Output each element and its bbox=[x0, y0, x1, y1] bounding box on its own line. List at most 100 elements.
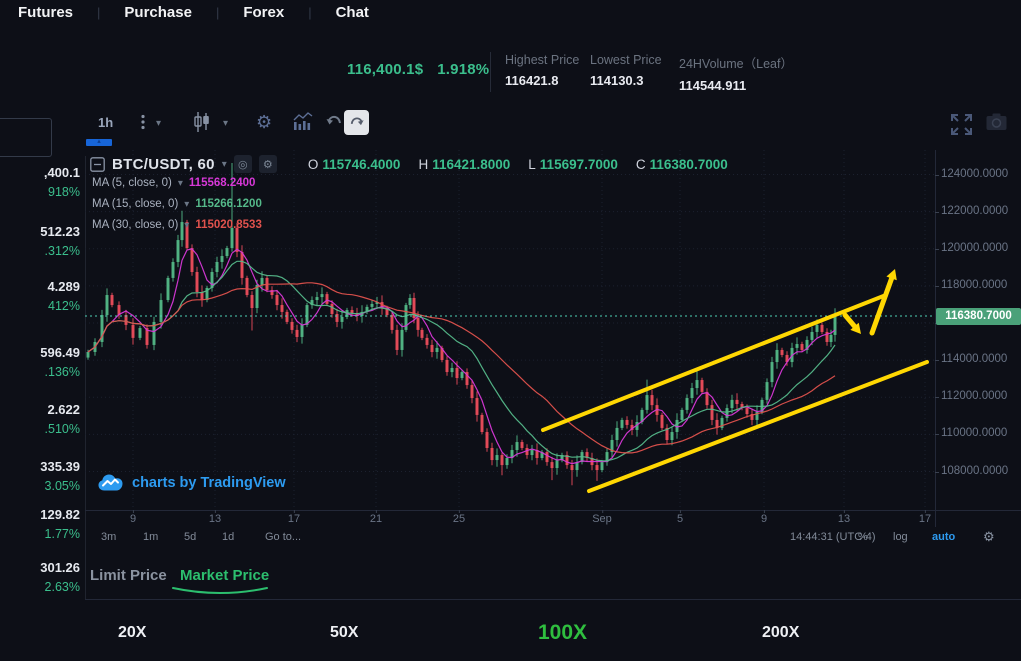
price-axis-label: 124000.0000 bbox=[934, 167, 1009, 180]
time-axis-label: 21 bbox=[369, 510, 383, 525]
undo-icon[interactable] bbox=[325, 113, 343, 130]
range-button-1d[interactable]: 1d bbox=[222, 531, 235, 543]
nav-item-forex[interactable]: Forex bbox=[243, 4, 285, 21]
ma-legend-row: MA (30, close, 0) ▾ 115020.8533 bbox=[92, 219, 262, 231]
clock-readout: 14:44:31 (UTC-4) bbox=[790, 531, 876, 543]
tradingview-attribution[interactable]: charts by TradingView bbox=[98, 474, 286, 491]
sidebar-divider bbox=[85, 156, 86, 600]
price-axis-label: 122000.0000 bbox=[934, 204, 1009, 217]
percent-scale-button[interactable]: % bbox=[858, 531, 868, 543]
ohlc-key: O bbox=[307, 156, 319, 172]
log-scale-button[interactable]: log bbox=[893, 531, 908, 543]
time-axis-border bbox=[85, 510, 1021, 511]
gear-icon[interactable]: ⚙ bbox=[256, 112, 273, 132]
watchlist-change: .510% bbox=[44, 422, 80, 436]
tab-market-price[interactable]: Market Price bbox=[180, 567, 270, 584]
watchlist-change: 2.63% bbox=[44, 580, 80, 594]
price-chart[interactable] bbox=[85, 150, 935, 510]
leverage-50x[interactable]: 50X bbox=[330, 624, 359, 641]
tab-limit-price[interactable]: Limit Price bbox=[90, 567, 167, 584]
stat-value: 114130.3 bbox=[590, 73, 644, 88]
ma-value: 115020.8533 bbox=[195, 219, 262, 231]
leverage-20x[interactable]: 20X bbox=[118, 624, 147, 641]
chevron-down-icon[interactable]: ▾ bbox=[223, 118, 229, 129]
watermark-text: charts by TradingView bbox=[132, 474, 286, 491]
nav-separator: | bbox=[97, 5, 101, 20]
collapse-icon[interactable] bbox=[90, 156, 105, 172]
watchlist-row[interactable]: 4.289 412% bbox=[0, 279, 80, 313]
nav-item-purchase[interactable]: Purchase bbox=[124, 4, 192, 21]
watchlist-change: 918% bbox=[48, 185, 80, 199]
menu-dots-icon[interactable] bbox=[141, 114, 145, 130]
time-axis-label: 13 bbox=[208, 510, 222, 525]
nav-separator: | bbox=[308, 5, 312, 20]
ma-label: MA (5, close, 0) bbox=[92, 177, 172, 189]
chevron-down-icon[interactable]: ▾ bbox=[221, 158, 227, 170]
watchlist-row[interactable]: 335.39 3.05% bbox=[0, 459, 80, 493]
watchlist-row[interactable]: ,400.1 918% bbox=[0, 165, 80, 199]
ohlc-readout: O 115746.4000 H 116421.8000 L 115697.7000 C 116… bbox=[294, 157, 728, 172]
stat-value: 114544.911 bbox=[679, 78, 747, 93]
watchlist-search-box[interactable] bbox=[0, 118, 52, 157]
interval-active-indicator[interactable]: ▴ bbox=[86, 138, 112, 146]
candlestick-style-icon[interactable] bbox=[191, 111, 213, 133]
top-nav: Futures | Purchase | Forex | Chat bbox=[18, 4, 369, 21]
watchlist-row[interactable]: 596.49 .136% bbox=[0, 345, 80, 379]
leverage-100x[interactable]: 100X bbox=[538, 621, 588, 644]
goto-button[interactable]: Go to... bbox=[265, 531, 302, 543]
price-change-percent: 1.918% bbox=[437, 61, 490, 78]
watchlist-price: 596.49 bbox=[40, 345, 80, 360]
camera-icon[interactable] bbox=[986, 113, 1007, 131]
nav-item-futures[interactable]: Futures bbox=[18, 4, 74, 21]
chevron-down-icon[interactable]: ▾ bbox=[184, 198, 190, 210]
chart-settings-icon[interactable]: ⚙ bbox=[258, 155, 277, 173]
last-price: 116,400.1$ bbox=[347, 61, 424, 78]
stat-label: 24HVolume（Leaf） bbox=[679, 57, 793, 71]
watchlist-row[interactable]: 512.23 .312% bbox=[0, 224, 80, 258]
price-axis-label: 114000.0000 bbox=[934, 353, 1008, 366]
stat-highest-price: Highest Price 116421.8 bbox=[505, 53, 579, 88]
fullscreen-icon[interactable] bbox=[950, 113, 973, 136]
watchlist-price: 2.622 bbox=[47, 402, 80, 417]
nav-separator: | bbox=[215, 5, 220, 20]
range-button-3m[interactable]: 3m bbox=[101, 531, 117, 543]
auto-scale-button[interactable]: auto bbox=[932, 531, 956, 543]
ma-value: 115266.1200 bbox=[195, 198, 262, 210]
ohlc-key: H bbox=[418, 156, 429, 172]
ticker-price-row: 116,400.1$ 1.918% bbox=[347, 61, 503, 78]
ohlc-value: 116380.7000 bbox=[649, 156, 728, 172]
leverage-200x[interactable]: 200X bbox=[762, 624, 800, 641]
time-axis-label: 25 bbox=[452, 510, 466, 525]
stat---hvolume-leaf-: 24HVolume（Leaf） 114544.911 bbox=[679, 53, 793, 93]
time-axis-label: 5 bbox=[676, 510, 684, 525]
ohlc-key: L bbox=[528, 156, 536, 172]
ma-label: MA (30, close, 0) bbox=[92, 219, 179, 231]
watchlist-row[interactable]: 129.82 1.77% bbox=[0, 507, 80, 541]
time-axis-label: 9 bbox=[129, 510, 137, 525]
current-price-badge: 116380.7000 bbox=[936, 307, 1021, 325]
chart-legend: BTC/USDT, 60 ▾ ◎ ⚙ O 115746.4000 H 116421.8… bbox=[90, 155, 728, 173]
price-axis-label: 112000.0000 bbox=[934, 390, 1008, 403]
axis-settings-gear-icon[interactable]: ⚙ bbox=[983, 529, 995, 544]
range-button-1m[interactable]: 1m bbox=[143, 531, 159, 543]
candle-style-icon[interactable]: ◎ bbox=[233, 155, 252, 173]
price-axis-label: 108000.0000 bbox=[934, 464, 1009, 477]
watchlist-price: ,400.1 bbox=[43, 165, 80, 180]
watchlist-change: .312% bbox=[44, 244, 80, 258]
watchlist-row[interactable]: 301.26 2.63% bbox=[0, 560, 80, 594]
watchlist-row[interactable]: 2.622 .510% bbox=[0, 402, 80, 436]
share-icon[interactable] bbox=[344, 110, 369, 135]
symbol-title[interactable]: BTC/USDT, 60 bbox=[112, 155, 215, 173]
chevron-down-icon[interactable]: ▾ bbox=[177, 177, 183, 189]
indicators-icon[interactable] bbox=[293, 112, 313, 131]
price-axis-label: 118000.0000 bbox=[934, 278, 1008, 291]
nav-item-chat[interactable]: Chat bbox=[335, 4, 369, 21]
ohlc-value: 116421.8000 bbox=[432, 156, 511, 172]
chevron-down-icon[interactable]: ▾ bbox=[184, 219, 190, 231]
watchlist-price: 4.289 bbox=[47, 279, 80, 294]
stat-label: Lowest Price bbox=[590, 53, 662, 67]
interval-button[interactable]: 1h bbox=[98, 115, 114, 130]
range-button-5d[interactable]: 5d bbox=[184, 531, 197, 543]
chevron-down-icon[interactable]: ▾ bbox=[156, 118, 162, 129]
